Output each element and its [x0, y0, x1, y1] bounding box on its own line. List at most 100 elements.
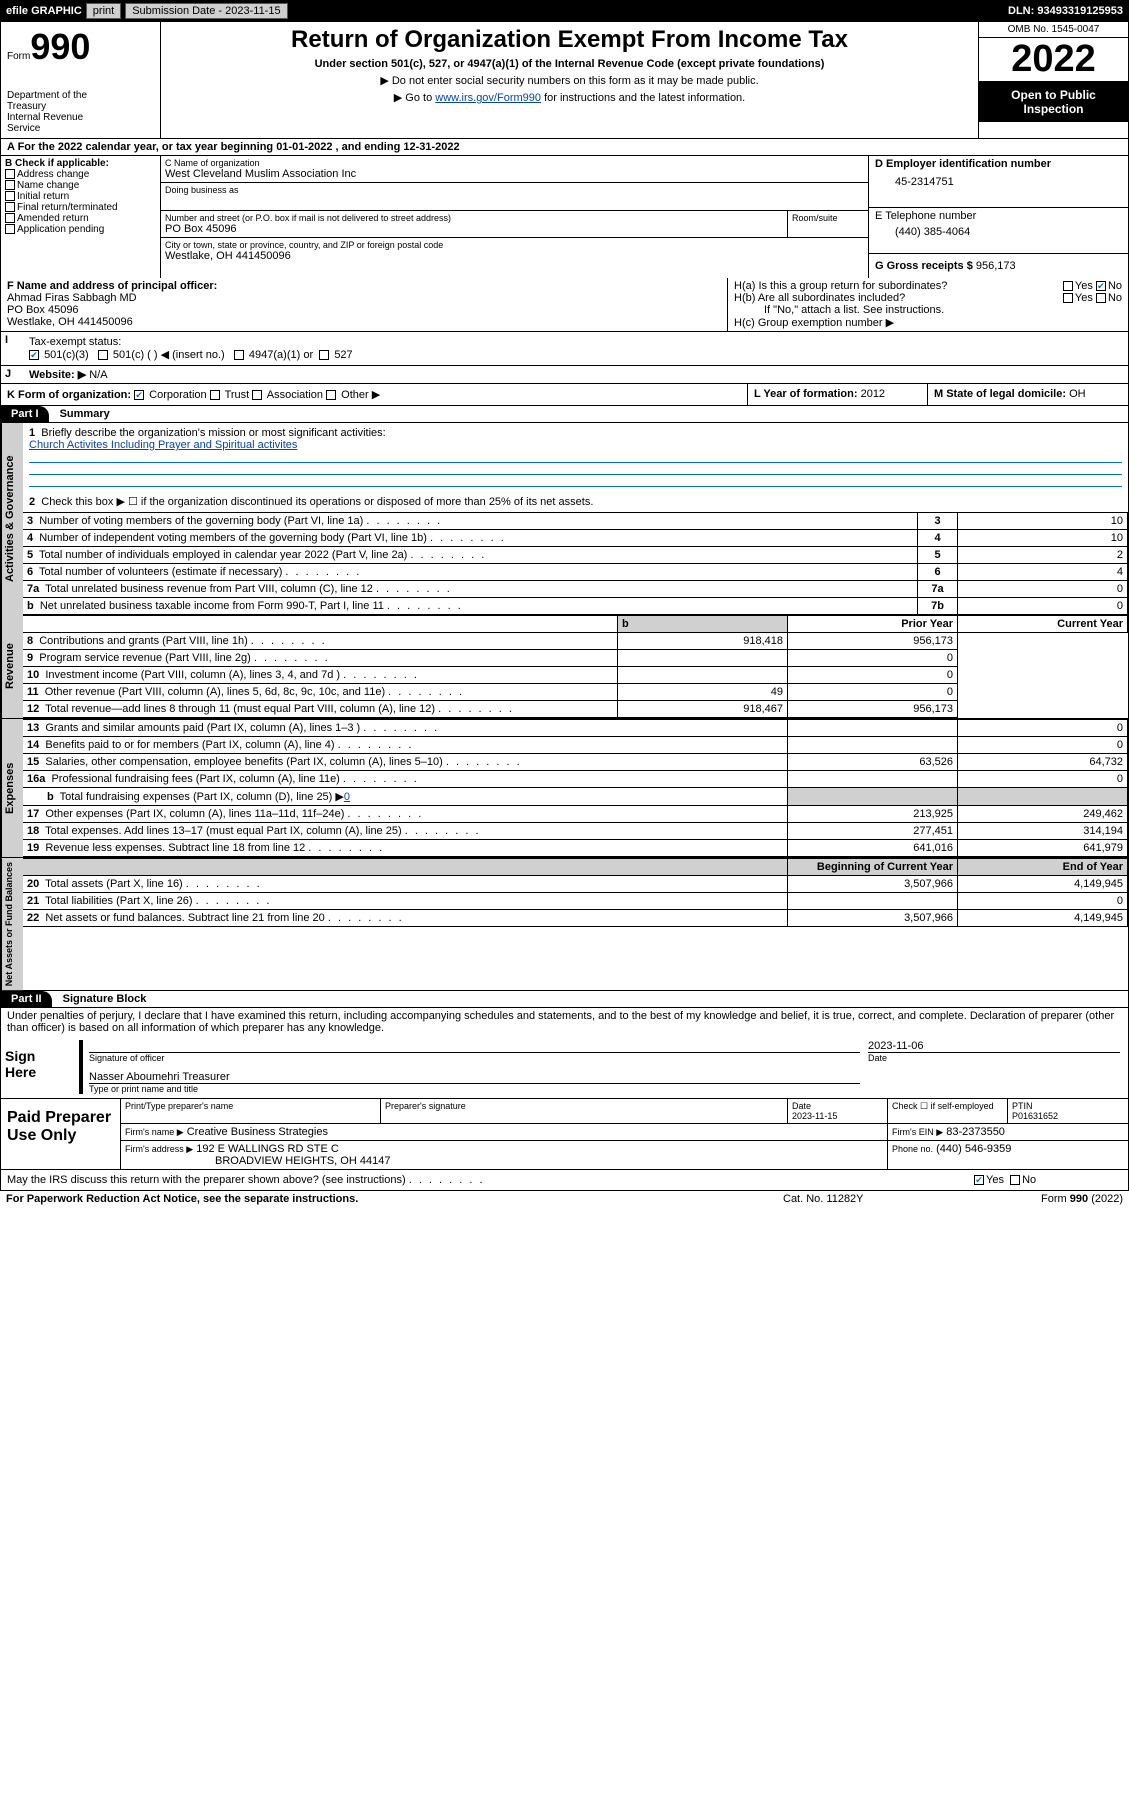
chk-corp[interactable]	[134, 390, 144, 400]
ha-no[interactable]	[1096, 281, 1106, 291]
governance-table: 3 Number of voting members of the govern…	[23, 512, 1128, 615]
print-button[interactable]: print	[86, 3, 121, 19]
firm-addr: 192 E WALLINGS RD STE C	[196, 1143, 339, 1155]
expenses-table: 13 Grants and similar amounts paid (Part…	[23, 719, 1128, 857]
row-j: J Website: ▶ N/A	[0, 366, 1129, 384]
form-ref: Form 990 (2022)	[983, 1193, 1123, 1205]
officer-signed: Nasser Aboumehri Treasurer	[89, 1071, 860, 1083]
c-name-label: C Name of organization	[165, 158, 864, 168]
chk-initial[interactable]	[5, 191, 15, 201]
chk-assoc[interactable]	[252, 390, 262, 400]
street: PO Box 45096	[165, 223, 783, 235]
row-i: I Tax-exempt status: 501(c)(3) 501(c) ( …	[0, 332, 1129, 366]
telephone: (440) 385-4064	[895, 226, 1122, 238]
firm-name: Creative Business Strategies	[187, 1126, 328, 1138]
vlabel-revenue: Revenue	[1, 615, 23, 718]
sign-date: 2023-11-06	[868, 1040, 1120, 1052]
net-table: Beginning of Current Year End of Year 20…	[23, 858, 1128, 927]
city-label: City or town, state or province, country…	[165, 240, 864, 250]
officer-addr1: PO Box 45096	[7, 304, 721, 316]
omb-number: OMB No. 1545-0047	[979, 22, 1128, 38]
irs-link[interactable]: www.irs.gov/Form990	[435, 92, 541, 104]
g-label: G Gross receipts $	[875, 260, 973, 272]
ha-yes[interactable]	[1063, 281, 1073, 291]
declaration: Under penalties of perjury, I declare th…	[0, 1008, 1129, 1036]
tax-year: 2022	[979, 38, 1128, 82]
discuss-yes[interactable]	[974, 1175, 984, 1185]
state-domicile: OH	[1069, 388, 1086, 400]
year-formation: 2012	[861, 388, 885, 400]
mission-text[interactable]: Church Activites Including Prayer and Sp…	[29, 439, 297, 451]
hb-no[interactable]	[1096, 293, 1106, 303]
form-subtitle: Under section 501(c), 527, or 4947(a)(1)…	[171, 58, 968, 70]
vlabel-activities: Activities & Governance	[1, 423, 23, 615]
form-header: Form990 Department of theTreasuryInterna…	[0, 22, 1129, 139]
chk-501c[interactable]	[98, 350, 108, 360]
chk-final[interactable]	[5, 202, 15, 212]
footer: For Paperwork Reduction Act Notice, see …	[0, 1191, 1129, 1207]
paid-preparer: Paid Preparer Use Only Print/Type prepar…	[0, 1099, 1129, 1170]
firm-phone: (440) 546-9359	[936, 1143, 1011, 1155]
block-fh: F Name and address of principal officer:…	[0, 278, 1129, 332]
ha: H(a) Is this a group return for subordin…	[734, 280, 1122, 292]
chk-527[interactable]	[319, 350, 329, 360]
chk-other[interactable]	[326, 390, 336, 400]
dln: DLN: 93493319125953	[1008, 5, 1123, 17]
dba-label: Doing business as	[165, 185, 864, 195]
vlabel-net: Net Assets or Fund Balances	[1, 858, 23, 990]
officer-name: Ahmad Firas Sabbagh MD	[7, 292, 721, 304]
room-label: Room/suite	[788, 211, 868, 237]
submission-date: Submission Date - 2023-11-15	[125, 3, 287, 19]
net-assets-section: Net Assets or Fund Balances Beginning of…	[0, 858, 1129, 991]
revenue-section: Revenue b Prior Year Current Year 8 Cont…	[0, 615, 1129, 719]
website: N/A	[89, 369, 107, 381]
chk-trust[interactable]	[210, 390, 220, 400]
row-klm: K Form of organization: Corporation Trus…	[0, 384, 1129, 406]
street-label: Number and street (or P.O. box if mail i…	[165, 213, 783, 223]
hb-note: If "No," attach a list. See instructions…	[764, 304, 1122, 316]
hb-yes[interactable]	[1063, 293, 1073, 303]
chk-501c3[interactable]	[29, 350, 39, 360]
chk-4947[interactable]	[234, 350, 244, 360]
firm-ein: 83-2373550	[946, 1126, 1005, 1138]
top-bar: efile GRAPHIC print Submission Date - 20…	[0, 0, 1129, 22]
chk-name[interactable]	[5, 180, 15, 190]
block-bcdeg: B Check if applicable: Address change Na…	[0, 156, 1129, 278]
discuss-no[interactable]	[1010, 1175, 1020, 1185]
form-label: Form	[7, 51, 30, 62]
expenses-section: Expenses 13 Grants and similar amounts p…	[0, 719, 1129, 858]
department: Department of theTreasuryInternal Revenu…	[7, 90, 154, 134]
sign-here: Sign Here	[1, 1036, 71, 1098]
hc: H(c) Group exemption number ▶	[734, 316, 1122, 329]
vlabel-expenses: Expenses	[1, 719, 23, 857]
chk-amended[interactable]	[5, 213, 15, 223]
b-label: B Check if applicable:	[5, 158, 156, 169]
fundraising-total: 0	[344, 791, 350, 803]
efile-label: efile GRAPHIC	[6, 5, 82, 17]
note-ssn: ▶ Do not enter social security numbers o…	[171, 74, 968, 87]
org-name: West Cleveland Muslim Association Inc	[165, 168, 864, 180]
d-label: D Employer identification number	[875, 158, 1122, 170]
city: Westlake, OH 441450096	[165, 250, 864, 262]
chk-address[interactable]	[5, 169, 15, 179]
open-inspection: Open to Public Inspection	[979, 82, 1128, 122]
chk-pending[interactable]	[5, 224, 15, 234]
note-link: ▶ Go to www.irs.gov/Form990 for instruct…	[171, 91, 968, 104]
prep-date: 2023-11-15	[792, 1111, 837, 1121]
officer-addr2: Westlake, OH 441450096	[7, 316, 721, 328]
hb: H(b) Are all subordinates included? Yes …	[734, 292, 1122, 304]
part1-title: Summary	[52, 408, 110, 420]
gross-receipts: 956,173	[976, 260, 1016, 272]
ptin: P01631652	[1012, 1111, 1058, 1121]
activities-governance: Activities & Governance 1 Briefly descri…	[0, 423, 1129, 615]
line-a: A For the 2022 calendar year, or tax yea…	[0, 139, 1129, 156]
part2-header: Part II	[1, 991, 52, 1007]
ein: 45-2314751	[895, 176, 1122, 188]
form-title: Return of Organization Exempt From Incom…	[171, 26, 968, 54]
form-number: 990	[30, 26, 90, 67]
part1-header: Part I	[1, 406, 49, 422]
revenue-table: b Prior Year Current Year 8 Contribution…	[23, 615, 1128, 718]
signature-block: Sign Here Signature of officer Nasser Ab…	[0, 1036, 1129, 1099]
part2-title: Signature Block	[55, 993, 147, 1005]
f-label: F Name and address of principal officer:	[7, 280, 721, 292]
